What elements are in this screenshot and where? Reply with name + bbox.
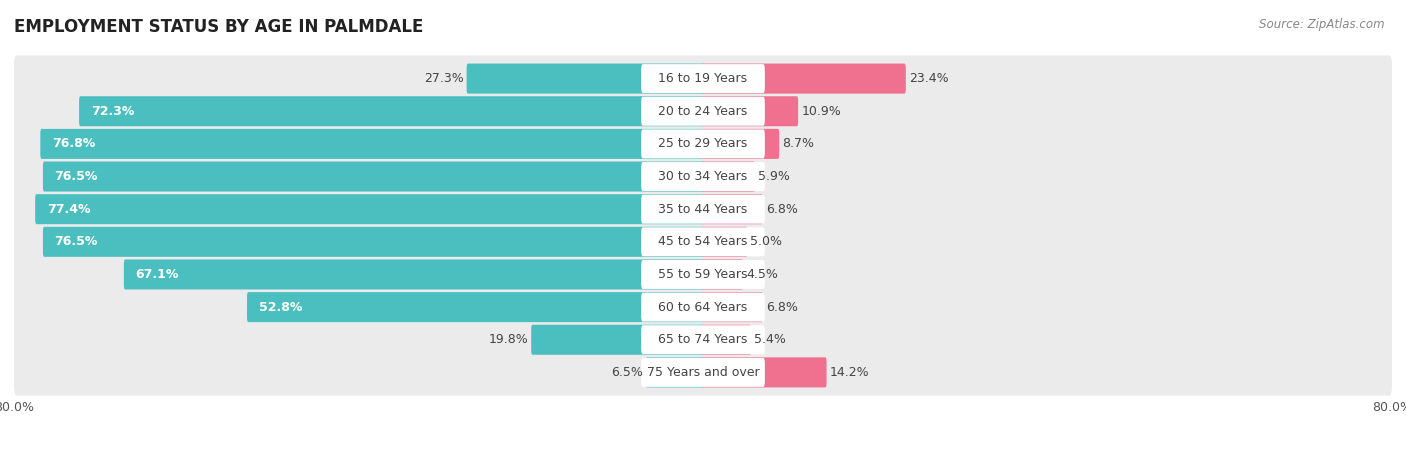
FancyBboxPatch shape [14,219,1392,265]
Text: 76.5%: 76.5% [55,235,98,249]
FancyBboxPatch shape [14,121,1392,167]
FancyBboxPatch shape [702,259,742,290]
FancyBboxPatch shape [79,96,704,126]
FancyBboxPatch shape [641,325,765,354]
FancyBboxPatch shape [702,161,755,192]
FancyBboxPatch shape [702,129,779,159]
Text: 14.2%: 14.2% [830,366,869,379]
FancyBboxPatch shape [641,293,765,322]
FancyBboxPatch shape [247,292,704,322]
Text: 76.5%: 76.5% [55,170,98,183]
FancyBboxPatch shape [702,227,748,257]
FancyBboxPatch shape [124,259,704,290]
Text: 77.4%: 77.4% [46,202,90,216]
FancyBboxPatch shape [14,349,1392,396]
Text: 75 Years and over: 75 Years and over [647,366,759,379]
Text: 30 to 34 Years: 30 to 34 Years [658,170,748,183]
FancyBboxPatch shape [702,357,827,387]
FancyBboxPatch shape [14,88,1392,134]
Text: Source: ZipAtlas.com: Source: ZipAtlas.com [1260,18,1385,31]
Text: 16 to 19 Years: 16 to 19 Years [658,72,748,85]
Text: 10.9%: 10.9% [801,105,841,118]
FancyBboxPatch shape [44,227,704,257]
FancyBboxPatch shape [702,96,799,126]
FancyBboxPatch shape [641,260,765,289]
Text: 19.8%: 19.8% [488,333,529,346]
FancyBboxPatch shape [14,55,1392,102]
Text: 5.0%: 5.0% [751,235,782,249]
FancyBboxPatch shape [14,284,1392,330]
FancyBboxPatch shape [14,153,1392,200]
Text: 23.4%: 23.4% [908,72,949,85]
FancyBboxPatch shape [641,358,765,387]
Text: 4.5%: 4.5% [747,268,778,281]
Text: 5.9%: 5.9% [758,170,790,183]
FancyBboxPatch shape [641,64,765,93]
Text: 35 to 44 Years: 35 to 44 Years [658,202,748,216]
Text: 65 to 74 Years: 65 to 74 Years [658,333,748,346]
Text: 45 to 54 Years: 45 to 54 Years [658,235,748,249]
Text: 60 to 64 Years: 60 to 64 Years [658,301,748,313]
FancyBboxPatch shape [14,251,1392,298]
FancyBboxPatch shape [702,194,763,224]
FancyBboxPatch shape [702,325,751,355]
Text: 6.5%: 6.5% [610,366,643,379]
Text: 5.4%: 5.4% [754,333,786,346]
FancyBboxPatch shape [641,97,765,126]
Text: 25 to 29 Years: 25 to 29 Years [658,138,748,150]
Text: 67.1%: 67.1% [135,268,179,281]
Text: 27.3%: 27.3% [423,72,464,85]
FancyBboxPatch shape [645,357,704,387]
Text: 6.8%: 6.8% [766,301,797,313]
FancyBboxPatch shape [41,129,704,159]
Text: 55 to 59 Years: 55 to 59 Years [658,268,748,281]
FancyBboxPatch shape [702,64,905,94]
Text: 20 to 24 Years: 20 to 24 Years [658,105,748,118]
Text: 52.8%: 52.8% [259,301,302,313]
FancyBboxPatch shape [14,317,1392,363]
FancyBboxPatch shape [641,227,765,256]
FancyBboxPatch shape [44,161,704,192]
Text: 72.3%: 72.3% [91,105,134,118]
Text: 6.8%: 6.8% [766,202,797,216]
FancyBboxPatch shape [641,195,765,224]
FancyBboxPatch shape [641,129,765,158]
FancyBboxPatch shape [14,186,1392,232]
FancyBboxPatch shape [702,292,763,322]
Text: 8.7%: 8.7% [782,138,814,150]
FancyBboxPatch shape [531,325,704,355]
FancyBboxPatch shape [467,64,704,94]
Text: EMPLOYMENT STATUS BY AGE IN PALMDALE: EMPLOYMENT STATUS BY AGE IN PALMDALE [14,18,423,36]
FancyBboxPatch shape [641,162,765,191]
Text: 76.8%: 76.8% [52,138,96,150]
FancyBboxPatch shape [35,194,704,224]
